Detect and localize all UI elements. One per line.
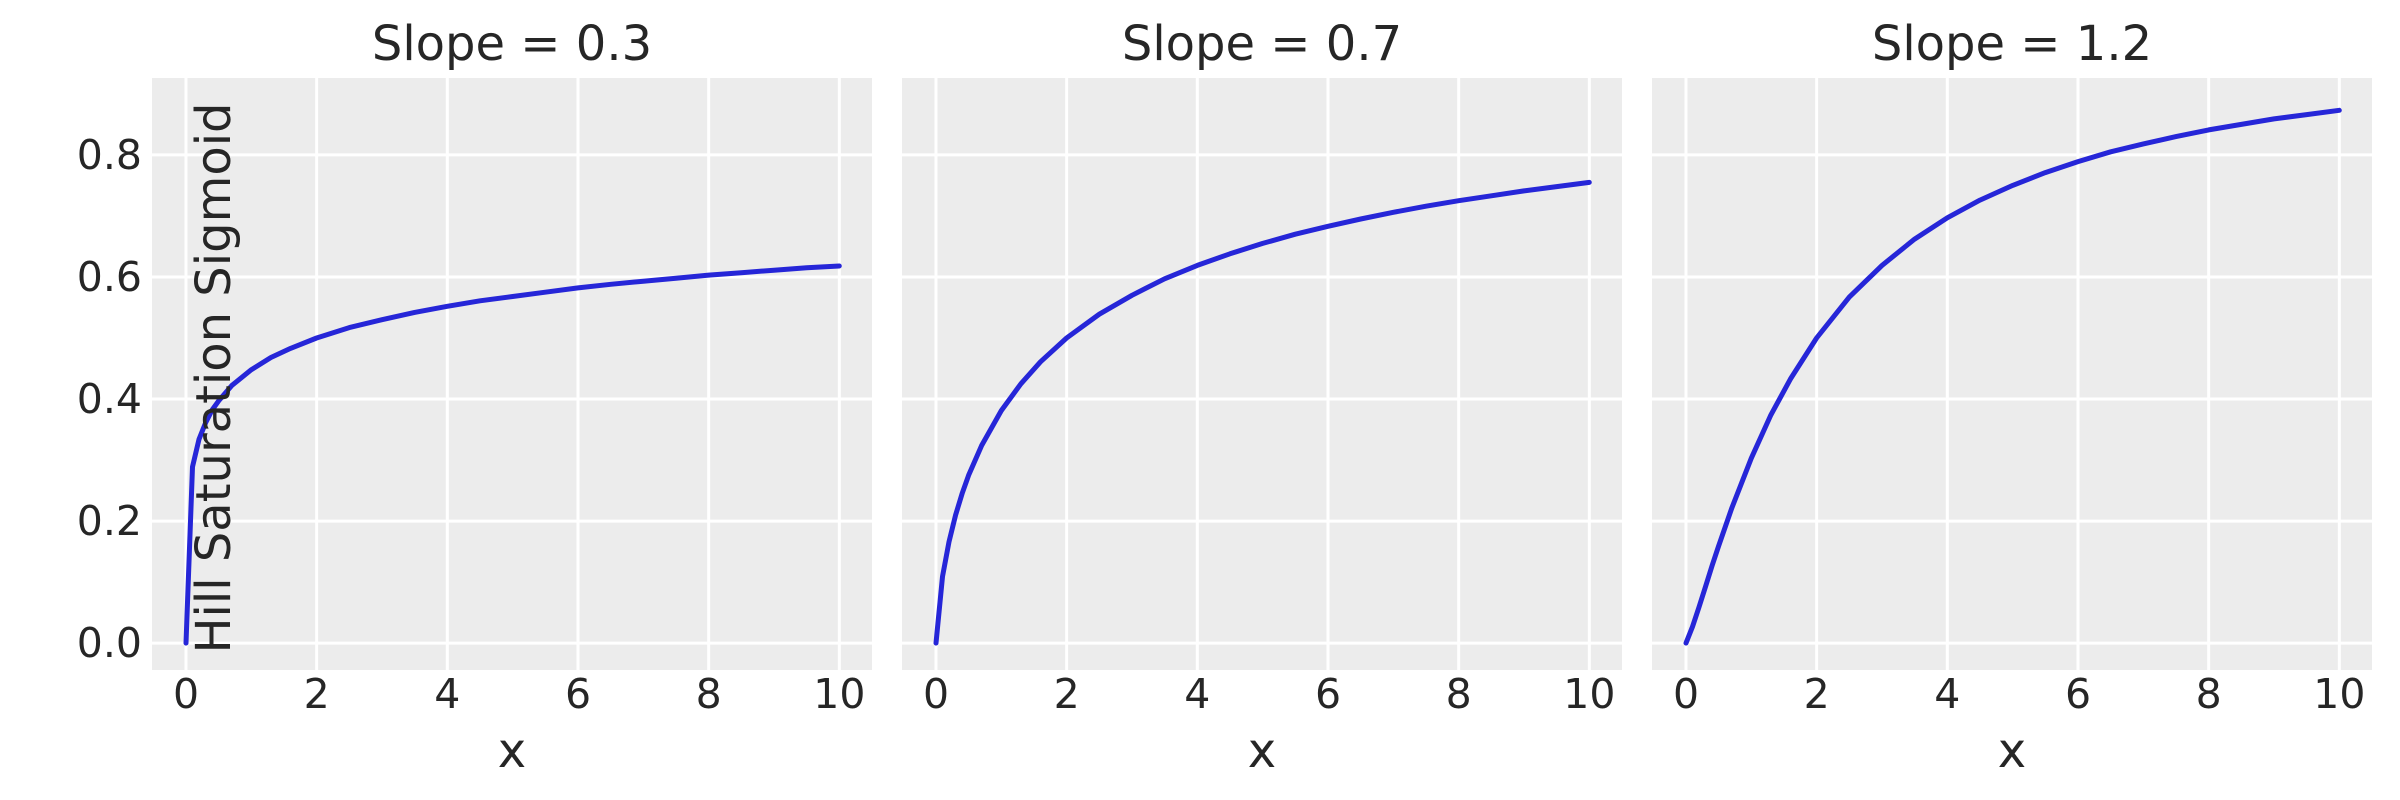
subplot-slope-1-2: Slope = 1.2 x 0 2 4 6 8 10 xyxy=(1652,0,2372,800)
subplot-title: Slope = 0.7 xyxy=(1121,16,1403,72)
x-axis-label: x xyxy=(497,723,527,779)
y-tick-label: 0.4 xyxy=(76,375,142,424)
y-tick-label: 0.0 xyxy=(76,619,142,668)
x-tick-label: 6 xyxy=(564,670,592,718)
curve-hill_saturation_slope_0.3 xyxy=(183,263,842,646)
x-tick-label: 6 xyxy=(1314,670,1342,718)
x-tick-label: 2 xyxy=(1803,670,1830,718)
y-axis-label: Hill Saturation Sigmoid xyxy=(186,102,242,654)
x-tick-label: 4 xyxy=(434,670,461,718)
x-tick-label: 2 xyxy=(1053,670,1080,718)
x-tick-label: 6 xyxy=(2064,670,2092,718)
subplot-title: Slope = 1.2 xyxy=(1871,16,2153,72)
x-tick-label: 10 xyxy=(2313,670,2366,718)
x-tick-label: 10 xyxy=(813,670,866,718)
x-tick-label: 8 xyxy=(695,670,722,718)
y-tick-label: 0.6 xyxy=(76,252,142,301)
x-tick-label: 0 xyxy=(1672,670,1700,718)
curve-hill_saturation_slope_1.2 xyxy=(1683,107,2342,646)
x-tick-label: 2 xyxy=(303,670,330,718)
subplot-slope-0-3: Slope = 0.3 Hill Saturation Sigmoid x 0 2… xyxy=(77,0,872,800)
curve-hill_saturation_slope_0.7 xyxy=(933,179,1592,646)
plot-area xyxy=(902,78,1622,670)
plot-area xyxy=(152,78,872,670)
subplot-slope-0-7: Slope = 0.7 x 0 2 4 6 8 10 xyxy=(902,0,1622,800)
plot-area xyxy=(1652,78,2372,670)
x-axis-label: x xyxy=(1247,723,1277,779)
x-tick-label: 0 xyxy=(172,670,200,718)
x-tick-label: 8 xyxy=(2195,670,2222,718)
x-tick-label: 8 xyxy=(1445,670,1472,718)
x-axis-label: x xyxy=(1997,723,2027,779)
x-tick-label: 10 xyxy=(1563,670,1616,718)
x-tick-label: 4 xyxy=(1184,670,1211,718)
y-tick-label: 0.2 xyxy=(76,497,142,546)
x-tick-label: 0 xyxy=(922,670,950,718)
x-tick-label: 4 xyxy=(1934,670,1961,718)
y-tick-label: 0.8 xyxy=(76,130,142,179)
subplot-title: Slope = 0.3 xyxy=(371,16,653,72)
